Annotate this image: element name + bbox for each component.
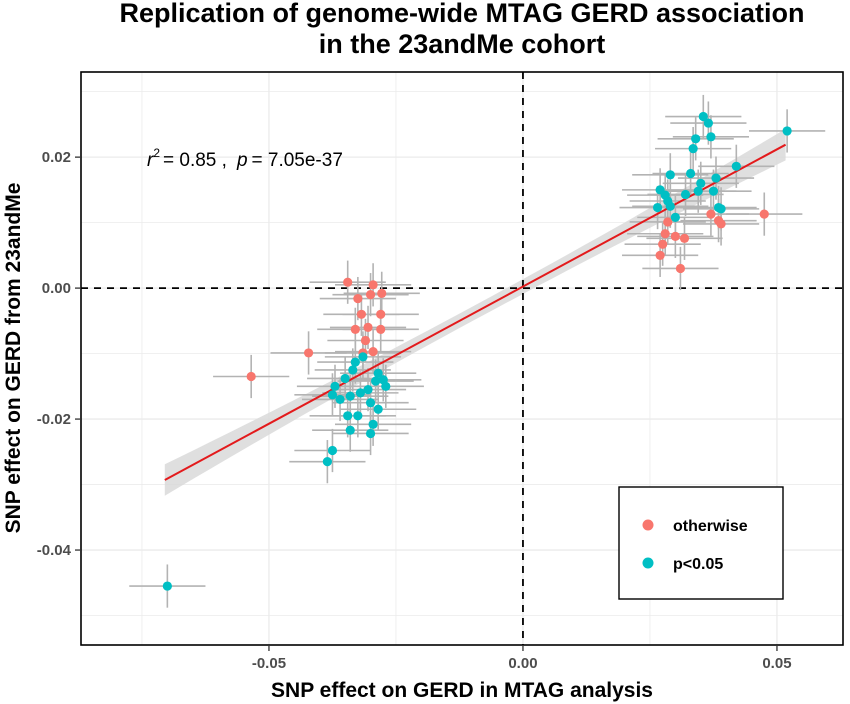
y-tick-label: 0.02 [42, 149, 71, 166]
data-point-significant [711, 173, 721, 183]
data-point-otherwise [663, 217, 673, 227]
data-point-significant [665, 170, 675, 180]
x-tick-label: 0.05 [762, 655, 791, 672]
data-point-significant [680, 189, 691, 200]
data-point-otherwise [376, 324, 386, 334]
data-point-significant [162, 581, 172, 591]
data-point-significant [381, 381, 391, 391]
p-value: = 7.05e-37 [252, 150, 343, 171]
data-point-otherwise [368, 347, 378, 357]
x-axis-title: SNP effect on GERD in MTAG analysis [271, 679, 653, 702]
data-point-significant [327, 390, 338, 400]
y-axis-title: SNP effect on GERD from 23andMe [2, 183, 25, 534]
y-tick-label: -0.04 [37, 542, 72, 559]
data-point-otherwise [706, 209, 716, 219]
grid [81, 72, 843, 645]
legend-label-significant: p<0.05 [673, 556, 723, 573]
data-point-otherwise [377, 288, 387, 298]
legend-key-significant [642, 557, 654, 569]
data-point-significant [691, 134, 701, 144]
data-point-otherwise [658, 239, 668, 249]
y-tick-label: -0.02 [37, 411, 71, 428]
data-point-significant [373, 404, 383, 414]
data-point-significant [670, 212, 680, 222]
y-axis-ticks: 0.02 0.00 -0.02 -0.04 [37, 149, 81, 559]
legend-box [618, 486, 784, 600]
p-symbol: p [236, 150, 248, 171]
chart-title-line1: Replication of genome-wide MTAG GERD ass… [119, 0, 804, 28]
fit-line [164, 143, 787, 481]
legend-key-otherwise [642, 519, 654, 531]
data-point-otherwise [356, 309, 367, 319]
data-point-significant [703, 118, 713, 128]
regression-line [164, 143, 787, 481]
data-point-significant [716, 204, 726, 214]
data-point-otherwise [716, 219, 726, 229]
data-point-otherwise [660, 229, 670, 239]
data-point-otherwise [655, 250, 665, 260]
data-point-significant [652, 202, 663, 213]
data-point-significant [688, 144, 698, 154]
data-point-significant [782, 126, 792, 136]
data-point-significant [686, 168, 696, 179]
data-point-significant [706, 132, 716, 142]
data-point-significant [693, 186, 703, 196]
data-point-significant [696, 178, 706, 188]
data-point-significant [345, 391, 355, 401]
r2-value: = 0.85 , [163, 150, 227, 171]
chart-title-line2: in the 23andMe cohort [319, 29, 606, 59]
data-point-significant [731, 161, 741, 171]
stats-annotation: r2 = 0.85 , p = 7.05e-37 [147, 146, 343, 171]
y-tick-label: 0.00 [42, 280, 71, 297]
data-point-otherwise [759, 209, 769, 219]
data-point-otherwise [363, 322, 373, 332]
legend: otherwise p<0.05 [618, 486, 784, 600]
r2-exponent: 2 [153, 146, 160, 160]
data-point-otherwise [679, 233, 690, 243]
plot-border [80, 71, 844, 646]
data-points [162, 111, 792, 591]
data-point-significant [327, 445, 338, 456]
x-tick-label: -0.05 [252, 655, 286, 672]
x-axis-ticks: -0.05 0.00 0.05 [252, 645, 792, 672]
data-point-significant [355, 388, 365, 398]
data-point-significant [373, 368, 383, 378]
data-point-significant [365, 398, 376, 408]
data-point-significant [345, 425, 355, 435]
data-point-significant [365, 428, 376, 439]
data-point-otherwise [303, 348, 314, 358]
data-point-significant [335, 394, 345, 405]
data-point-significant [322, 457, 332, 467]
data-point-significant [343, 411, 353, 421]
data-point-significant [353, 411, 363, 421]
r2-symbol: r [147, 150, 154, 171]
data-point-significant [340, 373, 350, 384]
data-point-significant [330, 381, 340, 391]
data-point-significant [368, 419, 378, 429]
data-point-significant [698, 111, 708, 122]
x-tick-label: 0.00 [508, 655, 537, 672]
data-point-otherwise [376, 309, 386, 319]
data-point-otherwise [246, 371, 256, 382]
data-point-significant [350, 357, 360, 367]
legend-label-otherwise: otherwise [673, 518, 748, 535]
data-point-otherwise [365, 290, 376, 300]
data-point-significant [348, 365, 358, 375]
data-point-otherwise [675, 263, 686, 274]
data-point-significant [358, 352, 368, 362]
data-point-significant [371, 376, 381, 386]
data-point-significant [708, 186, 719, 196]
data-point-otherwise [353, 293, 363, 304]
data-point-significant [665, 201, 675, 211]
reference-lines [81, 72, 843, 645]
data-point-otherwise [350, 324, 360, 334]
data-point-significant [363, 385, 373, 395]
data-point-otherwise [670, 231, 680, 241]
data-point-otherwise [368, 280, 378, 290]
data-point-otherwise [360, 335, 371, 346]
data-point-otherwise [343, 277, 353, 287]
